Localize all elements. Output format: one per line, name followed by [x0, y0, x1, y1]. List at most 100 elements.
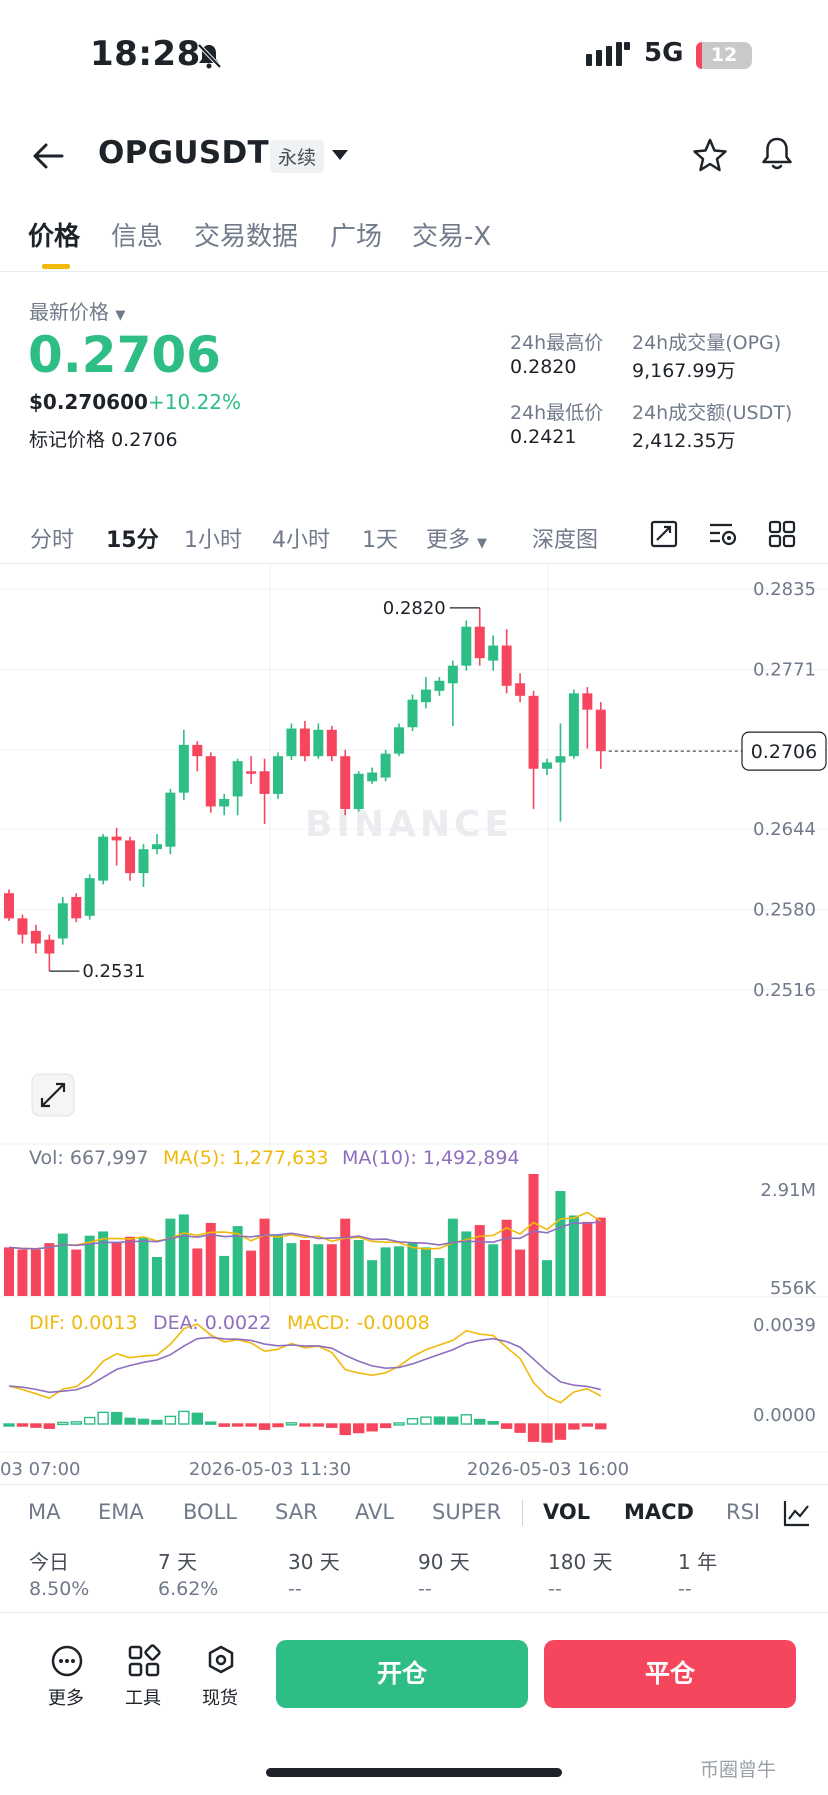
tab-trading-data[interactable]: 交易数据 [194, 222, 299, 252]
drawing-tool-icon[interactable] [650, 520, 678, 548]
candle-body [407, 699, 418, 728]
layout-grid-icon[interactable] [768, 520, 796, 548]
candle-body [71, 896, 82, 919]
indicator-chart-icon [783, 1501, 809, 1527]
chart-settings-icon[interactable] [708, 520, 738, 548]
interval-15m[interactable]: 15分 [106, 528, 159, 553]
chart-watermark: BINANCE [305, 804, 513, 845]
latest-price-label[interactable]: 最新价格 ▼ [29, 296, 125, 325]
candle-body [125, 840, 136, 874]
volume-bar [125, 1236, 136, 1296]
tab-square[interactable]: 广场 [330, 222, 383, 252]
macd-histogram-bar [231, 1423, 244, 1427]
indicator-boll[interactable]: BOLL [183, 1500, 237, 1524]
change-percent: +10.22% [148, 390, 242, 414]
latest-price-label-text: 最新价格 [29, 300, 109, 324]
volume-bar [232, 1226, 243, 1296]
macd-histogram-bar [191, 1412, 204, 1425]
candle-body [151, 844, 162, 850]
open-position-button[interactable]: 开仓 [276, 1640, 528, 1708]
interval-1h[interactable]: 1小时 [184, 528, 242, 553]
candle-body [17, 918, 28, 935]
macd-dif-label: DIF: 0.0013 [29, 1312, 138, 1334]
chart-grid [0, 564, 828, 1434]
network-type: 5G [644, 38, 684, 68]
volume-bar [84, 1235, 95, 1296]
macd-histogram-bar [124, 1417, 136, 1425]
macd-histogram-bar [595, 1423, 607, 1430]
volume-label: 24h成交量(OPG) [632, 332, 782, 354]
high-marker-label: 0.2820 [383, 598, 446, 619]
back-arrow-icon[interactable] [32, 142, 64, 170]
candle-body [488, 645, 499, 661]
perf-value: -- [418, 1578, 432, 1600]
macd-histogram-bar [447, 1416, 459, 1425]
expand-button[interactable] [31, 1073, 75, 1117]
tab-trade-x[interactable]: 交易-X [412, 222, 492, 252]
volume-bar [178, 1214, 189, 1296]
macd-dif-line [8, 1323, 602, 1404]
volume-bar [192, 1248, 203, 1296]
spot-label[interactable]: 现货 [202, 1688, 238, 1709]
candlestick-chart[interactable]: BINANCE 0.28350.27710.27070.26440.25800.… [0, 564, 828, 1484]
tools-icon[interactable] [127, 1644, 161, 1678]
candle-body [30, 930, 41, 944]
more-label[interactable]: 更多 [48, 1688, 84, 1709]
bell-icon[interactable] [760, 136, 794, 172]
divider [0, 563, 828, 564]
indicator-settings[interactable] [768, 1488, 828, 1538]
volume-bar [151, 1256, 162, 1296]
interval-more[interactable]: 更多 ▼ [426, 522, 487, 554]
macd-histogram-bar [514, 1423, 526, 1433]
spot-icon[interactable] [204, 1644, 238, 1678]
macd-histogram-bar [460, 1414, 472, 1425]
tab-price[interactable]: 价格 [28, 222, 81, 252]
macd-histogram-bar [97, 1411, 109, 1425]
candle-body [299, 728, 310, 757]
mark-price-row: 标记价格 0.2706 [29, 425, 178, 452]
caret-down-icon[interactable] [330, 148, 350, 162]
interval-1d[interactable]: 1天 [362, 528, 398, 553]
macd-histogram-bar [258, 1423, 271, 1430]
last-price-line: 0.2706 [608, 731, 827, 771]
indicator-super[interactable]: SUPER [432, 1500, 502, 1524]
depth-chart-tab[interactable]: 深度图 [532, 528, 599, 553]
macd-histogram-bar [339, 1423, 351, 1436]
perf-label: 90 天 [418, 1550, 470, 1574]
indicator-rsi[interactable]: RSI [726, 1500, 761, 1524]
signal-icon [586, 42, 630, 66]
perf-value: 8.50% [29, 1578, 90, 1600]
candle-body [528, 695, 539, 769]
candle-body [434, 680, 445, 691]
perf-value: 6.62% [158, 1578, 219, 1600]
indicator-sar[interactable]: SAR [275, 1500, 318, 1524]
indicator-ma[interactable]: MA [28, 1500, 61, 1524]
volume-bar [447, 1218, 458, 1296]
high-value: 0.2820 [510, 356, 577, 378]
status-time: 18:28 [90, 34, 201, 74]
macd-histogram-bar [326, 1423, 338, 1428]
indicator-vol[interactable]: VOL [543, 1500, 591, 1524]
home-indicator [266, 1768, 562, 1777]
indicator-macd[interactable]: MACD [624, 1500, 694, 1524]
volume-bar [367, 1260, 378, 1296]
close-position-button[interactable]: 平仓 [544, 1640, 796, 1708]
symbol-title[interactable]: OPGUSDT [98, 135, 269, 171]
more-icon[interactable] [50, 1644, 84, 1678]
indicator-avl[interactable]: AVL [355, 1500, 395, 1524]
tools-label[interactable]: 工具 [125, 1688, 161, 1709]
macd-value-label: MACD: -0.0008 [287, 1312, 430, 1334]
volume-bar [286, 1243, 297, 1296]
volume-bar [420, 1247, 431, 1296]
tab-info[interactable]: 信息 [111, 222, 164, 252]
perf-value: -- [678, 1578, 692, 1600]
star-icon[interactable] [692, 138, 728, 172]
indicator-ema[interactable]: EMA [98, 1500, 144, 1524]
interval-timeline[interactable]: 分时 [30, 528, 75, 553]
interval-4h[interactable]: 4小时 [272, 528, 330, 553]
volume-bar [582, 1221, 593, 1296]
last-price-tag-box [741, 731, 827, 771]
candle-body [326, 729, 337, 757]
y-tick-label: 0.2644 [753, 819, 816, 840]
candle-body [367, 772, 378, 782]
